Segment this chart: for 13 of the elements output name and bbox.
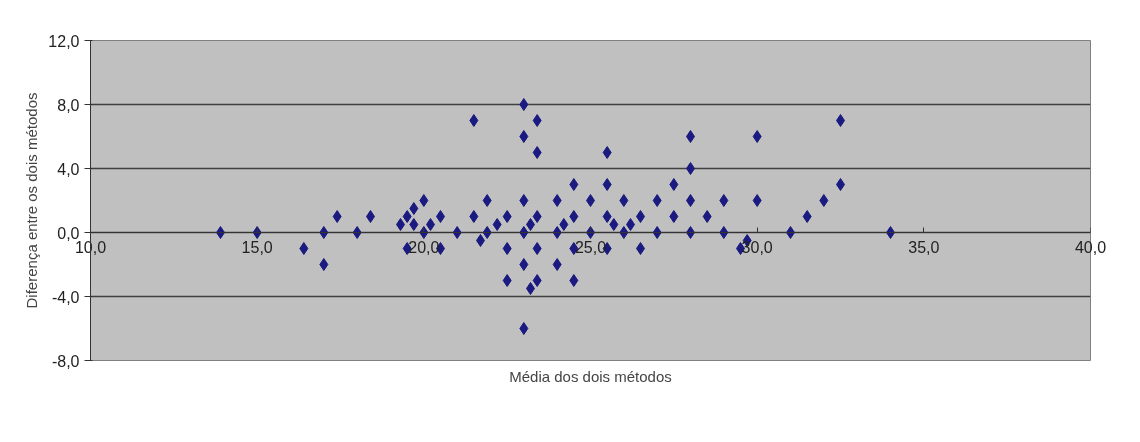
x-tick-label: 20,0 xyxy=(408,238,440,256)
x-tick-label: 15,0 xyxy=(241,238,273,256)
x-axis-title: Média dos dois métodos xyxy=(509,367,672,385)
y-tick-label: 0,0 xyxy=(57,224,80,242)
x-tick-label: 25,0 xyxy=(574,238,607,256)
y-tick-label: -8,0 xyxy=(51,352,80,370)
y-tick-label: 8,0 xyxy=(57,96,80,114)
y-axis-title: Diferença entre os dois métodos xyxy=(23,92,41,309)
y-tick-label: -4,0 xyxy=(51,288,80,306)
x-tick-label: 40,0 xyxy=(1074,238,1107,256)
y-tick-label: 4,0 xyxy=(57,160,80,178)
y-tick-label: 12,0 xyxy=(48,32,80,50)
x-tick-label: 35,0 xyxy=(908,238,940,256)
